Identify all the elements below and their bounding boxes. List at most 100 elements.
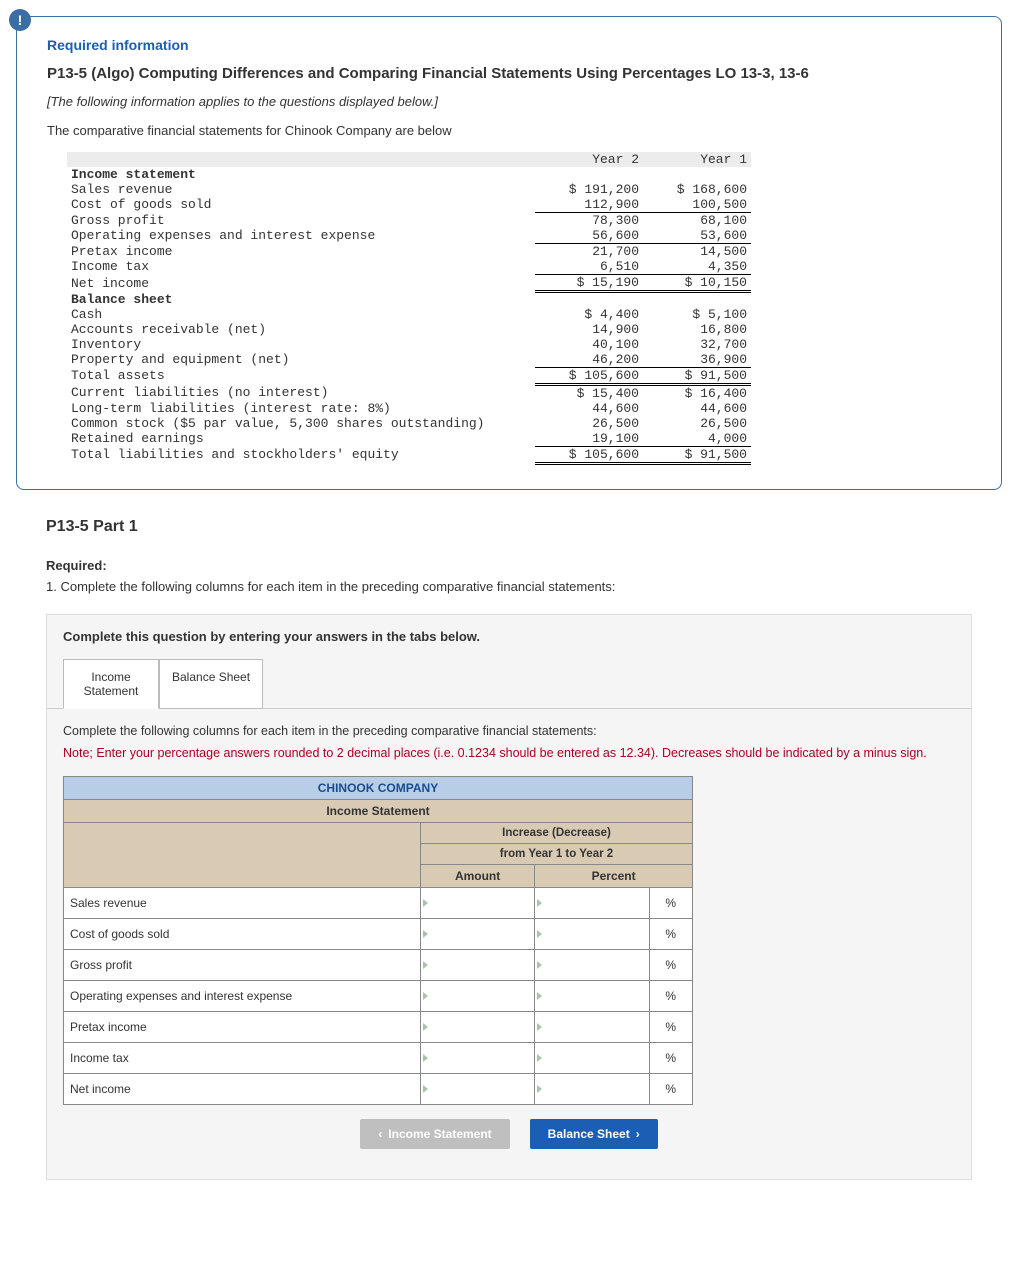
amount-input[interactable] (420, 919, 534, 950)
nav-next-label: Balance Sheet (548, 1127, 630, 1141)
fin-row-label: Common stock ($5 par value, 5,300 shares… (67, 416, 535, 431)
answer-box: Complete this question by entering your … (46, 614, 972, 1181)
financial-statements-table: Year 2 Year 1 Income statement Sales rev… (67, 152, 751, 465)
triangle-right-icon (423, 1023, 428, 1031)
amount-input[interactable] (420, 1074, 534, 1105)
percent-input[interactable] (535, 1074, 649, 1105)
fin-row-label: Net income (67, 275, 535, 292)
incdec-header1: Increase (Decrease) (420, 823, 692, 844)
fin-row-label: Sales revenue (67, 182, 535, 197)
fin-row-value: 32,700 (643, 337, 751, 352)
answer-instruction: Complete this question by entering your … (47, 629, 971, 658)
description: The comparative financial statements for… (47, 123, 971, 138)
percent-input[interactable] (535, 1012, 649, 1043)
amount-input[interactable] (420, 1043, 534, 1074)
percent-input[interactable] (535, 950, 649, 981)
income-statement-header: Income statement (67, 167, 535, 182)
fin-row-value: $ 105,600 (535, 446, 643, 463)
percent-symbol: % (649, 919, 693, 950)
tab-note: Complete the following columns for each … (63, 723, 955, 741)
fin-row-label: Long-term liabilities (interest rate: 8%… (67, 401, 535, 416)
amount-input[interactable] (420, 950, 534, 981)
tabs: Income Statement Balance Sheet (47, 658, 971, 710)
triangle-right-icon (537, 961, 542, 969)
fin-row-value: 6,510 (535, 259, 643, 275)
col-year2: Year 2 (535, 152, 643, 167)
fin-row-value: $ 15,400 (535, 384, 643, 401)
triangle-right-icon (537, 1023, 542, 1031)
triangle-right-icon (537, 992, 542, 1000)
fin-row-value: 16,800 (643, 322, 751, 337)
percent-input[interactable] (535, 981, 649, 1012)
percent-symbol: % (649, 981, 693, 1012)
fin-row-label: Total liabilities and stockholders' equi… (67, 446, 535, 463)
fin-row-value: $ 105,600 (535, 367, 643, 384)
amount-input[interactable] (420, 888, 534, 919)
triangle-right-icon (423, 1054, 428, 1062)
answer-row-label: Sales revenue (64, 888, 421, 919)
fin-row-value: $ 10,150 (643, 275, 751, 292)
percent-input[interactable] (535, 919, 649, 950)
fin-row-value: 40,100 (535, 337, 643, 352)
fin-row-value: 4,000 (643, 431, 751, 447)
amount-input[interactable] (420, 981, 534, 1012)
percent-input[interactable] (535, 888, 649, 919)
applies-note: [The following information applies to th… (47, 94, 971, 109)
fin-row-value: $ 91,500 (643, 446, 751, 463)
col-amount: Amount (420, 865, 534, 888)
chevron-right-icon: › (636, 1127, 640, 1141)
triangle-right-icon (537, 1054, 542, 1062)
required-info-box: ! Required information P13-5 (Algo) Comp… (16, 16, 1002, 490)
fin-row-value: $ 91,500 (643, 367, 751, 384)
percent-symbol: % (649, 1012, 693, 1043)
problem-title: P13-5 (Algo) Computing Differences and C… (47, 63, 971, 84)
answer-statement: Income Statement (64, 800, 693, 823)
part-title: P13-5 Part 1 (46, 518, 1002, 536)
triangle-right-icon (423, 961, 428, 969)
required-label: Required: (46, 558, 1002, 573)
fin-row-value: 21,700 (535, 244, 643, 260)
fin-row-value: $ 4,400 (535, 307, 643, 322)
answer-company: CHINOOK COMPANY (64, 777, 693, 800)
fin-row-value: 14,900 (535, 322, 643, 337)
fin-row-value: 78,300 (535, 213, 643, 229)
answer-row-label: Net income (64, 1074, 421, 1105)
fin-row-label: Gross profit (67, 213, 535, 229)
fin-row-value: $ 5,100 (643, 307, 751, 322)
fin-row-label: Inventory (67, 337, 535, 352)
fin-row-value: 14,500 (643, 244, 751, 260)
triangle-right-icon (423, 930, 428, 938)
fin-row-label: Pretax income (67, 244, 535, 260)
amount-input[interactable] (420, 1012, 534, 1043)
fin-row-value: 112,900 (535, 197, 643, 213)
fin-row-value: 26,500 (535, 416, 643, 431)
percent-input[interactable] (535, 1043, 649, 1074)
fin-row-value: 36,900 (643, 352, 751, 368)
fin-row-value: 46,200 (535, 352, 643, 368)
triangle-right-icon (423, 899, 428, 907)
fin-row-value: 44,600 (535, 401, 643, 416)
triangle-right-icon (537, 1085, 542, 1093)
fin-row-value: 19,100 (535, 431, 643, 447)
tab-body: Complete the following columns for each … (47, 709, 971, 1179)
fin-row-value: 4,350 (643, 259, 751, 275)
tab-income-statement[interactable]: Income Statement (63, 659, 159, 710)
incdec-header2: from Year 1 to Year 2 (420, 844, 692, 865)
answer-row-label: Cost of goods sold (64, 919, 421, 950)
fin-row-value: $ 168,600 (643, 182, 751, 197)
triangle-right-icon (423, 992, 428, 1000)
fin-row-label: Cash (67, 307, 535, 322)
answer-table: CHINOOK COMPANY Income Statement Increas… (63, 776, 693, 1105)
fin-row-label: Total assets (67, 367, 535, 384)
fin-row-label: Income tax (67, 259, 535, 275)
triangle-right-icon (423, 1085, 428, 1093)
fin-row-value: 100,500 (643, 197, 751, 213)
nav-prev-button[interactable]: ‹ Income Statement (360, 1119, 509, 1149)
required-info-heading: Required information (47, 37, 971, 53)
percent-symbol: % (649, 1043, 693, 1074)
answer-row-label: Income tax (64, 1043, 421, 1074)
tab-balance-sheet[interactable]: Balance Sheet (159, 659, 263, 710)
fin-row-label: Cost of goods sold (67, 197, 535, 213)
nav-next-button[interactable]: Balance Sheet › (530, 1119, 658, 1149)
nav-buttons: ‹ Income Statement Balance Sheet › (63, 1105, 955, 1159)
